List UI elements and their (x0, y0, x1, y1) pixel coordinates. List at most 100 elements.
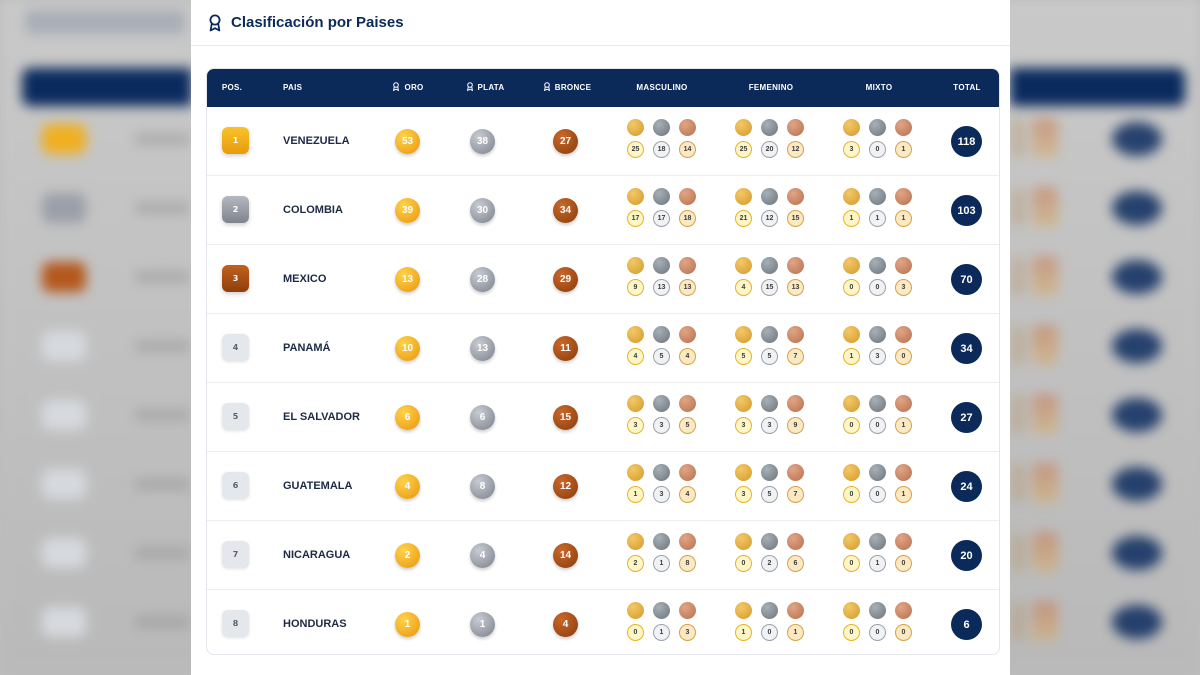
bronze-medal-icon (895, 119, 912, 136)
bg-badge (42, 538, 86, 568)
femenino-bronze-count: 7 (787, 486, 804, 503)
silver-medal-icon (761, 395, 778, 412)
gold-medal-icon (843, 257, 860, 274)
gold-medal-icon (843, 533, 860, 550)
silver-medal-icon (653, 602, 670, 619)
gold-medal-icon (843, 395, 860, 412)
mixto-bronze-count: 0 (895, 348, 912, 365)
country-name: COLOMBIA (283, 204, 343, 216)
masculino-silver-count: 17 (653, 210, 670, 227)
position-badge: 8 (222, 610, 249, 637)
bronze-medal-icon (679, 326, 696, 343)
masculino-bronze-count: 13 (679, 279, 696, 296)
bronze-medal-icon (895, 602, 912, 619)
bronze-medal-icon (895, 464, 912, 481)
bronce-count: 27 (553, 129, 578, 154)
mixto-gold-count: 1 (843, 348, 860, 365)
bg-medal (1032, 256, 1058, 296)
mixto-silver-count: 1 (869, 210, 886, 227)
header-plata-label: PLATA (477, 83, 505, 92)
bg-name (135, 616, 190, 628)
bg-title-shape (25, 10, 185, 34)
bronce-count: 4 (553, 612, 578, 637)
masculino-silver-count: 3 (653, 417, 670, 434)
gold-medal-icon (627, 395, 644, 412)
femenino-breakdown: 4 15 13 (735, 257, 813, 303)
bg-badge (42, 262, 86, 292)
silver-medal-icon (869, 602, 886, 619)
mixto-bronze-count: 0 (895, 624, 912, 641)
femenino-gold-count: 3 (735, 486, 752, 503)
mixto-gold-count: 0 (843, 624, 860, 641)
femenino-silver-count: 15 (761, 279, 778, 296)
bg-medal (1032, 118, 1058, 158)
silver-medal-icon (761, 533, 778, 550)
masculino-gold-count: 9 (627, 279, 644, 296)
bg-name (135, 478, 190, 490)
bronce-count: 34 (553, 198, 578, 223)
bronze-medal-icon (787, 602, 804, 619)
femenino-silver-count: 3 (761, 417, 778, 434)
mixto-gold-count: 0 (843, 417, 860, 434)
silver-medal-icon (869, 326, 886, 343)
country-name: HONDURAS (283, 618, 347, 630)
bg-medal (1032, 325, 1058, 365)
total-count: 27 (951, 402, 982, 433)
header-mixto: MIXTO (865, 83, 893, 92)
bronce-count: 12 (553, 474, 578, 499)
plata-count: 8 (470, 474, 495, 499)
plata-count: 38 (470, 129, 495, 154)
femenino-silver-count: 0 (761, 624, 778, 641)
gold-medal-icon (843, 326, 860, 343)
mixto-silver-count: 0 (869, 624, 886, 641)
oro-count: 10 (395, 336, 420, 361)
total-count: 6 (951, 609, 982, 640)
masculino-gold-count: 4 (627, 348, 644, 365)
silver-medal-icon (653, 533, 670, 550)
bronze-medal-icon (679, 119, 696, 136)
bronze-medal-icon (895, 257, 912, 274)
masculino-bronze-count: 14 (679, 141, 696, 158)
card-header: Clasificación por Paises (191, 0, 1010, 46)
mixto-bronze-count: 1 (895, 486, 912, 503)
medal-icon (543, 70, 551, 92)
masculino-silver-count: 18 (653, 141, 670, 158)
gold-medal-icon (627, 119, 644, 136)
masculino-bronze-count: 8 (679, 555, 696, 572)
bg-total (1112, 122, 1162, 156)
masculino-breakdown: 25 18 14 (627, 119, 705, 165)
oro-count: 1 (395, 612, 420, 637)
table-row: 4 PANAMÁ 10 13 11 4 5 4 5 5 7 1 3 0 34 (207, 314, 999, 383)
silver-medal-icon (869, 188, 886, 205)
mixto-gold-count: 0 (843, 486, 860, 503)
bronze-medal-icon (895, 188, 912, 205)
bg-total (1112, 398, 1162, 432)
mixto-silver-count: 0 (869, 417, 886, 434)
bg-medal (1012, 532, 1024, 572)
femenino-silver-count: 20 (761, 141, 778, 158)
mixto-bronze-count: 3 (895, 279, 912, 296)
femenino-breakdown: 25 20 12 (735, 119, 813, 165)
header-bronce-label: BRONCE (554, 83, 592, 92)
oro-count: 13 (395, 267, 420, 292)
bronze-medal-icon (787, 395, 804, 412)
header-femenino: FEMENINO (748, 83, 794, 92)
masculino-silver-count: 5 (653, 348, 670, 365)
bronze-medal-icon (787, 326, 804, 343)
medal-table: POS. PAIS ORO PLATA BRONCE MASCULINO FEM… (206, 68, 1000, 655)
header-bronce: BRONCE (524, 69, 610, 107)
silver-medal-icon (761, 326, 778, 343)
plata-count: 28 (470, 267, 495, 292)
masculino-bronze-count: 3 (679, 624, 696, 641)
medal-table-card: Clasificación por Paises POS. PAIS ORO P… (191, 0, 1010, 675)
page-title: Clasificación por Paises (231, 14, 404, 31)
table-row: 3 MEXICO 13 28 29 9 13 13 4 15 13 0 0 3 70 (207, 245, 999, 314)
femenino-bronze-count: 12 (787, 141, 804, 158)
bg-medal (1032, 463, 1058, 503)
plata-count: 13 (470, 336, 495, 361)
gold-medal-icon (843, 119, 860, 136)
